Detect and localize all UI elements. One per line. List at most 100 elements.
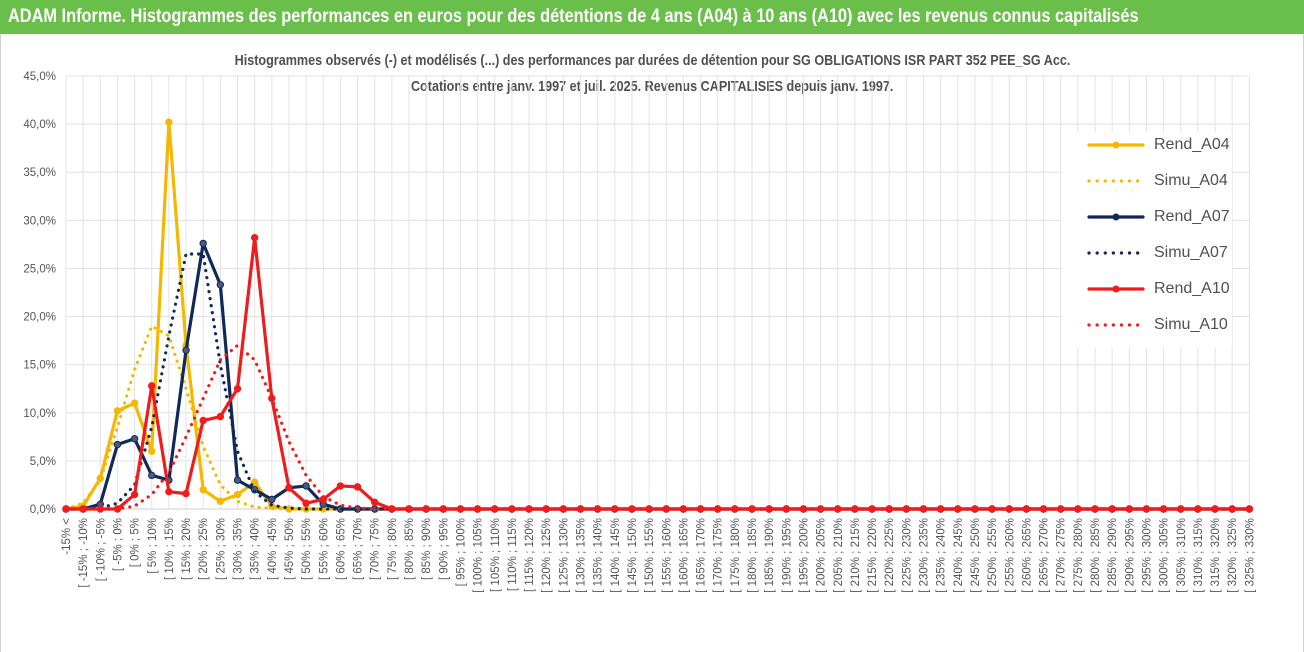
x-tick-label: [ 220% ; 225% [884, 518, 896, 593]
legend-marker [1112, 285, 1120, 293]
chart-title-line-2-text: Cotations entre janv. 1997 et juil. 2025… [410, 78, 894, 95]
y-tick-label: 45,0% [23, 71, 56, 83]
data-point [182, 489, 190, 498]
x-tick-label: [ 265% ; 270% [1039, 518, 1051, 593]
x-tick-label: [ 300% ; 305% [1159, 518, 1171, 593]
x-tick-label: [ 180% ; 185% [747, 518, 759, 593]
legend-swatch [1087, 251, 1145, 255]
x-tick-label: [ -5% ; 0% [112, 518, 124, 571]
x-tick-label: [ 145% ; 150% [627, 518, 639, 593]
data-point [148, 447, 156, 455]
data-point [302, 482, 310, 490]
header-banner: ADAM Informe. Histogrammes des performan… [0, 0, 1304, 34]
x-tick-label: [ 140% ; 145% [610, 518, 622, 593]
legend-label: Simu_A04 [1154, 172, 1228, 189]
x-tick-label: [ 205% ; 210% [833, 518, 845, 593]
legend-item-rend-a07: Rend_A07 [1062, 204, 1232, 240]
chart-title-line-1-text: Histogrammes observés (-) et modélisés (… [234, 52, 1070, 69]
data-point [302, 499, 310, 507]
data-point [233, 385, 242, 393]
x-tick-label: [ 120% ; 125% [541, 518, 553, 593]
x-tick-label: [ 45% ; 50% [284, 518, 296, 580]
x-tick-label: [ 325% ; 330% [1244, 518, 1256, 593]
x-tick-label: [ 110% ; 115% [507, 518, 519, 591]
x-tick-label: [ 195% ; 200% [798, 518, 810, 593]
x-tick-label: [ 250% ; 255% [987, 518, 999, 593]
data-point [233, 476, 242, 484]
x-tick-label: [ 5% ; 10% [147, 518, 159, 574]
x-tick-label: [ 155% ; 160% [661, 518, 673, 593]
header-title: ADAM Informe. Histogrammes des performan… [8, 6, 1139, 27]
legend-label: Rend_A10 [1154, 280, 1230, 297]
x-tick-label: [ 315% ; 320% [1210, 518, 1222, 593]
y-tick-label: 40,0% [23, 119, 56, 131]
x-tick-label: [ 130% ; 135% [576, 518, 588, 593]
x-tick-label: [ 60% ; 65% [335, 518, 347, 580]
data-point [199, 486, 207, 494]
data-point [130, 399, 139, 407]
series-line-simu-a04 [64, 324, 1251, 511]
x-tick-label: [ 270% ; 275% [1056, 518, 1068, 593]
x-tick-label: [ 115% ; 120% [524, 518, 536, 592]
y-tick-label: 35,0% [23, 167, 56, 179]
x-tick-label: [ -15% ; -10% [78, 518, 90, 588]
x-tick-label: [ 150% ; 155% [644, 518, 656, 593]
x-tick-label: [ 200% ; 205% [816, 518, 828, 593]
series-line-simu-a10 [64, 343, 1251, 511]
x-tick-label: [ 175% ; 180% [730, 518, 742, 593]
y-tick-label: 15,0% [23, 360, 56, 372]
horizontal-gridlines: 0,0% 5,0% 10,0% 15,0% 20,0% 25,0% 30,0% 35,0% 40… [23, 71, 1250, 516]
x-tick-label: [ 215% ; 220% [867, 518, 879, 593]
x-tick-label: [ -10% ; -5% [95, 518, 107, 581]
y-tick-label: 20,0% [23, 312, 56, 324]
data-point [371, 498, 379, 506]
y-tick-label: 0,0% [30, 504, 56, 516]
legend-swatch [1087, 323, 1145, 327]
x-tick-label: [ 230% ; 235% [919, 518, 931, 593]
x-tick-label: [ 40% ; 45% [267, 518, 279, 580]
data-point [336, 482, 345, 490]
legend-label: Simu_A07 [1154, 244, 1228, 261]
data-point [353, 483, 362, 491]
data-point [233, 490, 242, 499]
data-point [130, 435, 139, 443]
x-tick-label: [ 190% ; 195% [781, 518, 793, 593]
legend-swatch [1087, 285, 1145, 293]
data-point [216, 412, 225, 421]
data-point [148, 471, 156, 480]
legend-item-simu-a10: Simu_A10 [1062, 312, 1232, 348]
chart-legend: Rend_A04 Simu_A04 Rend_A07 Simu_A07 Rend_A10… [1062, 132, 1232, 348]
x-tick-label: [ 105% ; 110% [490, 518, 502, 592]
legend-label: Rend_A07 [1154, 208, 1230, 225]
data-point [165, 487, 173, 496]
x-tick-label: [ 125% ; 130% [558, 518, 570, 593]
legend-item-rend-a04: Rend_A04 [1062, 132, 1232, 168]
data-point [1245, 505, 1254, 513]
x-tick-label: [ 275% ; 280% [1073, 518, 1085, 593]
legend-label: Simu_A10 [1154, 316, 1228, 333]
x-tick-label: [ 320% ; 325% [1227, 518, 1239, 593]
data-point [182, 346, 190, 354]
x-tick-label: [ 240% ; 245% [953, 518, 965, 593]
x-tick-label: [ 50% ; 55% [301, 518, 313, 580]
data-point [165, 118, 173, 126]
x-tick-label: [ 70% ; 75% [370, 518, 382, 580]
legend-marker [1112, 141, 1120, 149]
x-tick-label: [ 75% ; 80% [387, 518, 399, 580]
data-point [216, 497, 225, 506]
data-point [268, 495, 276, 504]
legend-marker [1112, 213, 1120, 221]
x-tick-label: [ 210% ; 215% [850, 518, 862, 593]
x-tick-label: [ 165% ; 170% [696, 518, 708, 593]
x-tick-label: [ 290% ; 295% [1124, 518, 1136, 593]
x-tick-label: [ 85% ; 90% [421, 518, 433, 580]
x-tick-label: [ 20% ; 25% [198, 518, 210, 580]
legend-item-simu-a07: Simu_A07 [1062, 240, 1232, 276]
x-tick-label: [ 170% ; 175% [713, 518, 725, 593]
data-point [250, 233, 259, 242]
x-tick-label: [ 0% ; 5% [130, 518, 142, 567]
x-tick-label: [ 15% ; 20% [181, 518, 193, 580]
x-tick-label: [ 295% ; 300% [1141, 518, 1153, 593]
legend-swatch [1087, 179, 1145, 183]
